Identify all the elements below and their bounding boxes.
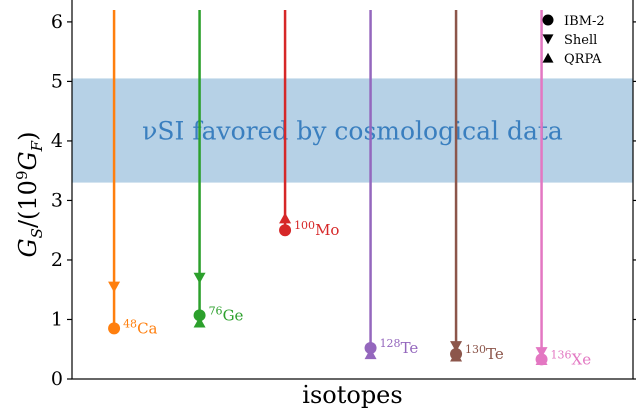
qrpa-marker <box>193 316 206 328</box>
series-layer <box>108 10 548 366</box>
isotope-label: 130Te <box>465 343 504 363</box>
favored-band <box>72 78 633 183</box>
axis-layer: 0 1 2 3 4 5 6 <box>51 0 636 390</box>
ibm2-marker <box>450 348 463 361</box>
legend-triangle-down-marker <box>542 34 554 45</box>
qrpa-marker <box>279 212 292 224</box>
y-tick-label: 3 <box>51 189 63 211</box>
ibm2-marker <box>279 224 292 237</box>
shell-marker <box>108 281 121 293</box>
ibm2-marker <box>108 322 121 335</box>
isotope-label: 48Ca <box>123 317 157 337</box>
legend-circle-marker <box>542 14 554 26</box>
y-tick-label: 4 <box>51 130 63 152</box>
plot-frame <box>71 0 634 380</box>
ibm2-marker <box>364 342 377 355</box>
band-label: νSI favored by cosmological data <box>142 117 563 146</box>
y-axis-label: GS/(109GF) <box>13 132 46 258</box>
y-tick-label: 2 <box>51 249 63 271</box>
legend: IBM-2 Shell QRPA <box>542 14 605 67</box>
isotope-label: 76Ge <box>209 304 244 324</box>
isotope-label-layer: 48Ca 76Ge 100Mo 128Te 130Te 136Xe <box>123 219 591 368</box>
band-layer: νSI favored by cosmological data <box>72 78 633 183</box>
isotope-label: 136Xe <box>551 348 592 368</box>
ibm2-marker <box>535 353 548 366</box>
y-tick-label: 6 <box>51 11 63 33</box>
shell-marker <box>535 347 548 358</box>
x-axis-label: isotopes <box>302 381 402 409</box>
legend-triangle-up-marker <box>542 52 554 63</box>
y-tick-label: 1 <box>51 308 63 330</box>
shell-marker <box>450 341 463 352</box>
isotope-label: 128Te <box>380 337 419 357</box>
legend-entry-label: IBM-2 <box>564 14 605 29</box>
y-tick-label: 0 <box>51 368 63 390</box>
shell-marker <box>193 272 206 284</box>
ibm2-marker <box>193 309 206 322</box>
y-tick-label: 5 <box>51 70 63 92</box>
isotope-label: 100Mo <box>294 219 339 239</box>
legend-entry-label: QRPA <box>564 52 602 67</box>
legend-entry-label: Shell <box>564 33 597 48</box>
